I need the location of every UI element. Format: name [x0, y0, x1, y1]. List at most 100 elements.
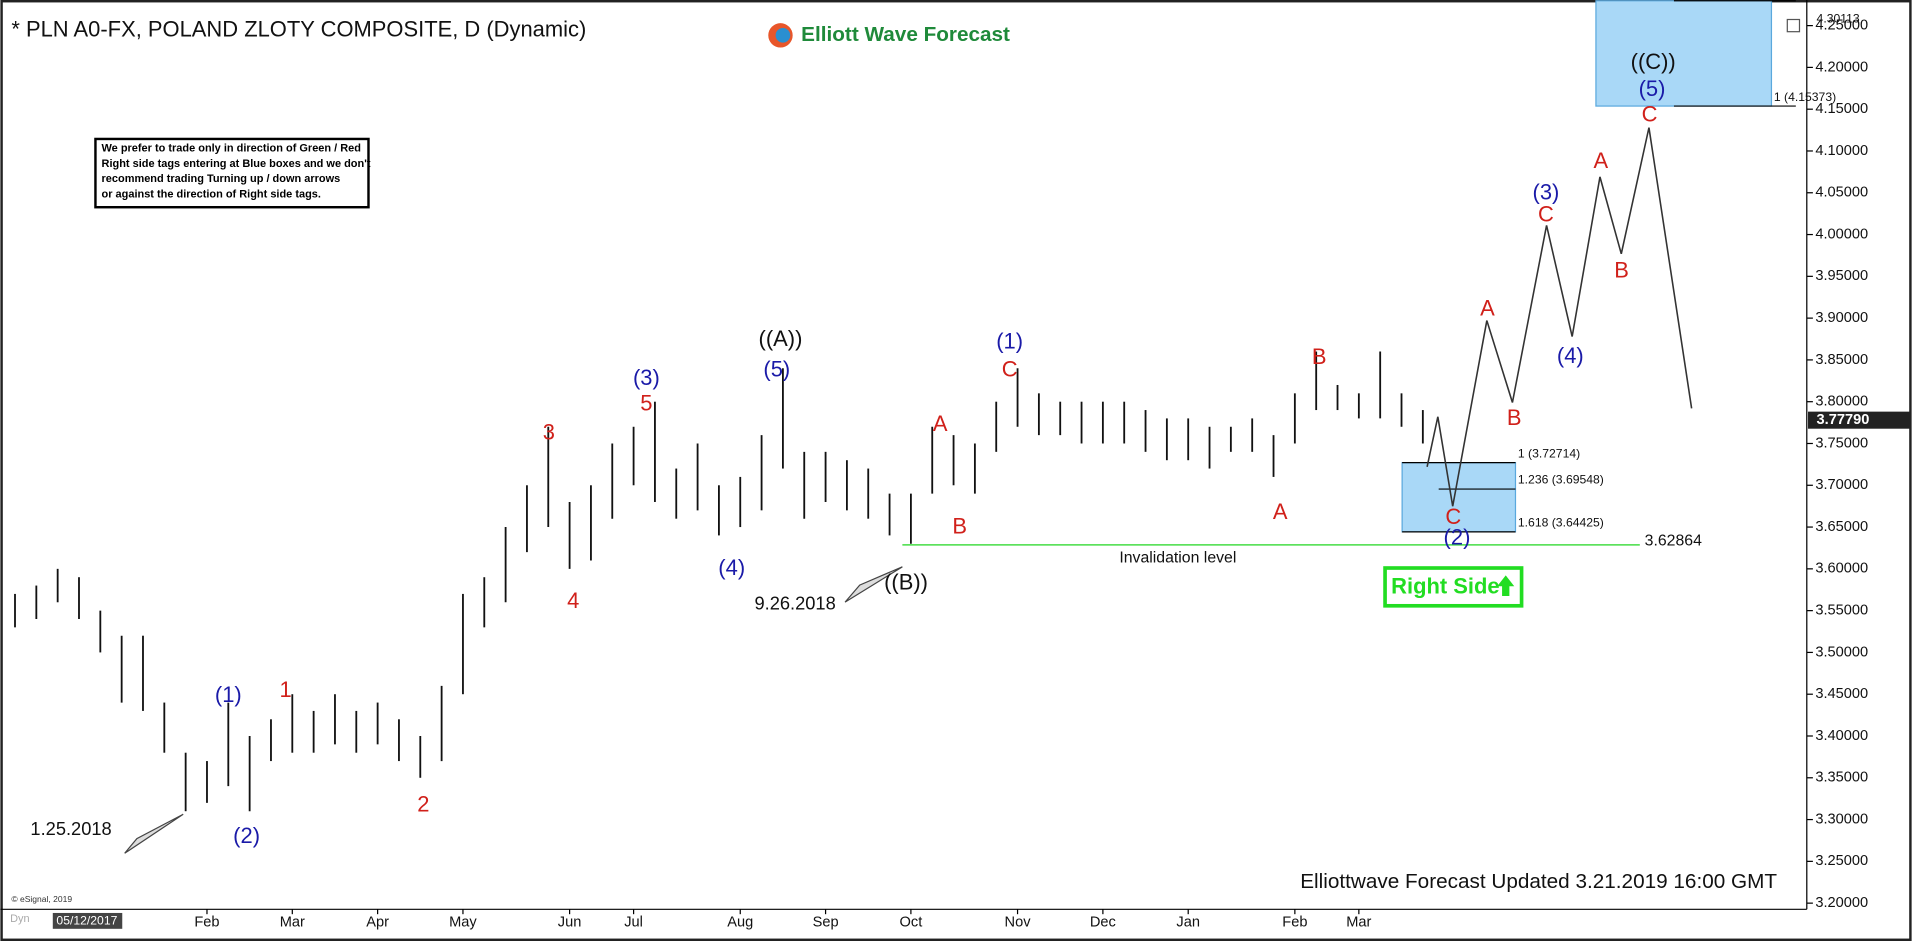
wave-label: 3	[543, 420, 555, 445]
target-box	[1595, 0, 1773, 107]
fib-label: 1 (3.72714)	[1518, 446, 1580, 460]
up-arrow	[1497, 575, 1515, 597]
last-price-box	[1808, 411, 1911, 429]
start-date: 05/12/2017	[56, 914, 117, 928]
y-tick-label: 3.50000	[1815, 644, 1868, 660]
y-tick-label: 3.65000	[1815, 519, 1868, 535]
note-line: or against the direction of Right side t…	[102, 188, 321, 200]
x-tick-label: Jan	[1176, 915, 1200, 931]
y-tick-label: 3.35000	[1815, 770, 1868, 786]
wave-label: (1)	[996, 328, 1023, 353]
y-tick-label: 3.60000	[1815, 561, 1868, 577]
pointer	[844, 566, 903, 603]
wave-label: ((C))	[1631, 49, 1676, 74]
y-tick-label: 3.75000	[1815, 435, 1868, 451]
y-tick-label: 3.30000	[1815, 811, 1868, 827]
y-tick-label: 3.20000	[1815, 895, 1868, 911]
wave-label: A	[1273, 499, 1288, 524]
note-line: Right side tags entering at Blue boxes a…	[102, 158, 371, 170]
x-tick-label: Dec	[1090, 915, 1116, 931]
wave-label: (5)	[763, 356, 790, 381]
y-tick-label: 3.85000	[1815, 352, 1868, 368]
fib-label: 1.618 (3.64425)	[1518, 516, 1604, 530]
logo-text: Elliott Wave Forecast	[801, 23, 1010, 46]
y-tick-label: 3.90000	[1815, 310, 1868, 326]
date-label: 1.25.2018	[30, 818, 111, 839]
wave-label: 1	[279, 677, 291, 702]
y-tick-label: 3.70000	[1815, 477, 1868, 493]
right-side-text: Right Side	[1391, 573, 1499, 598]
invalidation-value: 3.62864	[1645, 532, 1702, 549]
note-line: recommend trading Turning up / down arro…	[102, 173, 341, 185]
y-tick-label: 3.95000	[1815, 268, 1868, 284]
wave-label: C	[1538, 202, 1554, 227]
wave-label: B	[1312, 344, 1327, 369]
wave-label: (4)	[718, 555, 745, 580]
y-tick-label: 4.10000	[1815, 143, 1868, 159]
y-tick-label: 4.15000	[1815, 101, 1868, 117]
fib-label: 1 (4.15373)	[1774, 90, 1836, 104]
x-tick-label: Nov	[1005, 915, 1032, 931]
mode: Dyn	[10, 913, 30, 925]
settings-icon	[1786, 18, 1801, 33]
wave-label: 4	[567, 588, 579, 613]
y-tick-label: 4.25000	[1815, 17, 1868, 33]
wave-label: (3)	[633, 365, 660, 390]
wave-label: (2)	[1444, 525, 1471, 550]
invalidation-text: Invalidation level	[1119, 550, 1236, 567]
wave-label: B	[1507, 405, 1522, 430]
y-tick-label: 3.80000	[1815, 394, 1868, 410]
footer: Elliottwave Forecast Updated 3.21.2019 1…	[1300, 870, 1777, 893]
x-tick-label: Oct	[900, 915, 923, 931]
note-line: We prefer to trade only in direction of …	[102, 143, 361, 155]
wave-label: (5)	[1639, 76, 1666, 101]
y-tick-label: 3.25000	[1815, 853, 1868, 869]
axis-high-label: 4.30113	[1817, 12, 1860, 26]
wave-label: B	[952, 514, 967, 539]
wave-label: (2)	[233, 823, 260, 848]
x-tick-label: Sep	[813, 915, 839, 931]
x-tick-label: Apr	[366, 915, 389, 931]
wave-label: 2	[417, 791, 429, 816]
x-tick-label: May	[449, 915, 477, 931]
wave-label: B	[1614, 258, 1629, 283]
y-tick-label: 4.20000	[1815, 59, 1868, 75]
wave-label: (1)	[215, 682, 242, 707]
chart-title: * PLN A0-FX, POLAND ZLOTY COMPOSITE, D (…	[11, 16, 586, 41]
x-tick-label: Aug	[727, 915, 753, 931]
x-tick-label: Mar	[280, 915, 305, 931]
wave-label: ((A))	[759, 326, 803, 351]
wave-label: C	[1445, 504, 1461, 529]
wave-label: C	[1642, 102, 1658, 127]
y-tick-label: 3.40000	[1815, 728, 1868, 744]
projection-path	[1426, 127, 1693, 507]
y-tick-label: 3.45000	[1815, 686, 1868, 702]
wave-label: (3)	[1533, 180, 1560, 205]
y-tick-label: 3.55000	[1815, 602, 1868, 618]
wave-label: 5	[640, 390, 652, 415]
wave-label: A	[933, 411, 948, 436]
fib-label: 1.236 (3.69548)	[1518, 473, 1604, 487]
x-tick-label: Jun	[558, 915, 582, 931]
wave-label: (4)	[1557, 343, 1584, 368]
x-tick-label: Feb	[1282, 915, 1307, 931]
date-box	[52, 912, 123, 929]
x-tick-label: Mar	[1346, 915, 1371, 931]
wave-label: ((B))	[884, 570, 928, 595]
x-tick-label: Feb	[194, 915, 219, 931]
logo-icon	[775, 28, 791, 43]
wave-label: A	[1593, 148, 1608, 173]
copyright: © eSignal, 2019	[11, 894, 72, 904]
right-side-box	[1383, 566, 1524, 608]
y-tick-label: 4.00000	[1815, 226, 1868, 242]
wave-label: C	[1002, 356, 1018, 381]
pointer	[124, 813, 184, 854]
y-tick-label: 4.05000	[1815, 185, 1868, 201]
date-label: 9.26.2018	[754, 592, 835, 613]
last-price-label: 3.77790	[1817, 412, 1870, 428]
logo: Elliott Wave Forecast	[768, 23, 1010, 48]
x-tick-label: Jul	[624, 915, 643, 931]
wave-label: A	[1480, 295, 1495, 320]
